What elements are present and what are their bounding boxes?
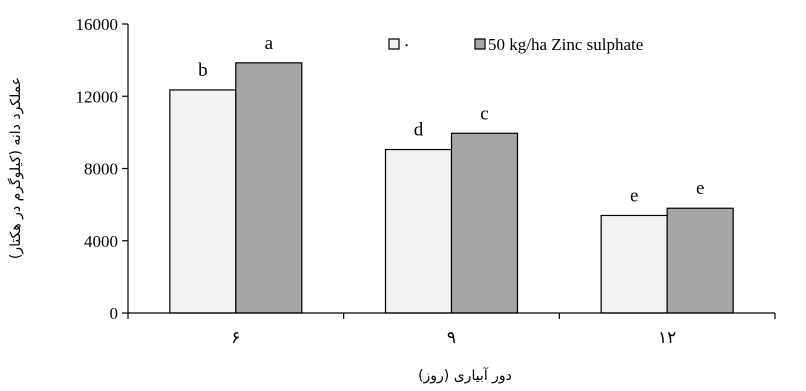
bar-significance-label: a: [265, 33, 274, 54]
bar: [600, 214, 668, 314]
x-axis: ۶ ۹ ۱۲: [127, 312, 776, 347]
bars: b a d c e e: [169, 33, 734, 314]
bar: [384, 148, 453, 314]
bar-significance-label: e: [630, 185, 638, 206]
legend-label: ۰: [402, 35, 411, 54]
bar-significance-label: d: [414, 120, 424, 141]
bar: [450, 132, 519, 314]
bar-significance-label: b: [198, 60, 208, 81]
bar-significance-label: e: [696, 178, 704, 199]
bar-significance-label: c: [480, 103, 488, 124]
y-tick-label: 8000: [84, 160, 118, 179]
y-tick-label: 0: [110, 304, 119, 323]
x-axis-title: دور آبیاری (روز): [418, 367, 512, 384]
y-axis-title: عملکرد دانه (کیلوگرم در هکتار): [7, 77, 24, 259]
bar: [666, 207, 734, 314]
legend-swatch: [388, 38, 400, 50]
legend-swatch: [474, 38, 486, 50]
legend: ۰ 50 kg/ha Zinc sulphate: [388, 35, 643, 54]
x-tick-label: ۹: [447, 328, 456, 347]
y-axis: 0 4000 8000 12000 16000: [76, 15, 129, 323]
y-tick-label: 4000: [84, 232, 118, 251]
bar: [235, 62, 303, 314]
y-tick-label: 16000: [76, 15, 119, 34]
bar: [169, 89, 237, 314]
x-tick-label: ۶: [231, 328, 240, 347]
x-tick-label: ۱۲: [658, 328, 676, 347]
y-tick-label: 12000: [76, 87, 119, 106]
legend-label: 50 kg/ha Zinc sulphate: [488, 35, 643, 54]
